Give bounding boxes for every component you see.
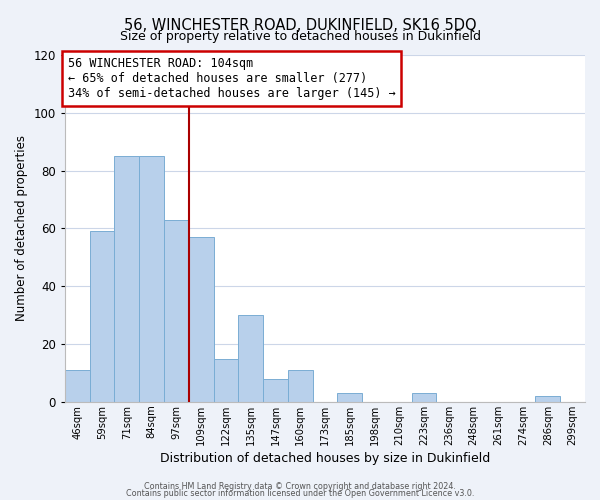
- Bar: [288, 370, 313, 402]
- Bar: [412, 393, 436, 402]
- Text: 56 WINCHESTER ROAD: 104sqm
← 65% of detached houses are smaller (277)
34% of sem: 56 WINCHESTER ROAD: 104sqm ← 65% of deta…: [68, 56, 395, 100]
- Bar: [115, 156, 139, 402]
- Bar: [189, 237, 214, 402]
- Text: Contains public sector information licensed under the Open Government Licence v3: Contains public sector information licen…: [126, 490, 474, 498]
- Bar: [65, 370, 90, 402]
- Text: 56, WINCHESTER ROAD, DUKINFIELD, SK16 5DQ: 56, WINCHESTER ROAD, DUKINFIELD, SK16 5D…: [124, 18, 476, 32]
- X-axis label: Distribution of detached houses by size in Dukinfield: Distribution of detached houses by size …: [160, 452, 490, 465]
- Bar: [214, 358, 238, 402]
- Bar: [90, 232, 115, 402]
- Text: Contains HM Land Registry data © Crown copyright and database right 2024.: Contains HM Land Registry data © Crown c…: [144, 482, 456, 491]
- Bar: [164, 220, 189, 402]
- Bar: [535, 396, 560, 402]
- Bar: [337, 393, 362, 402]
- Y-axis label: Number of detached properties: Number of detached properties: [15, 136, 28, 322]
- Bar: [139, 156, 164, 402]
- Bar: [238, 315, 263, 402]
- Text: Size of property relative to detached houses in Dukinfield: Size of property relative to detached ho…: [119, 30, 481, 43]
- Bar: [263, 379, 288, 402]
